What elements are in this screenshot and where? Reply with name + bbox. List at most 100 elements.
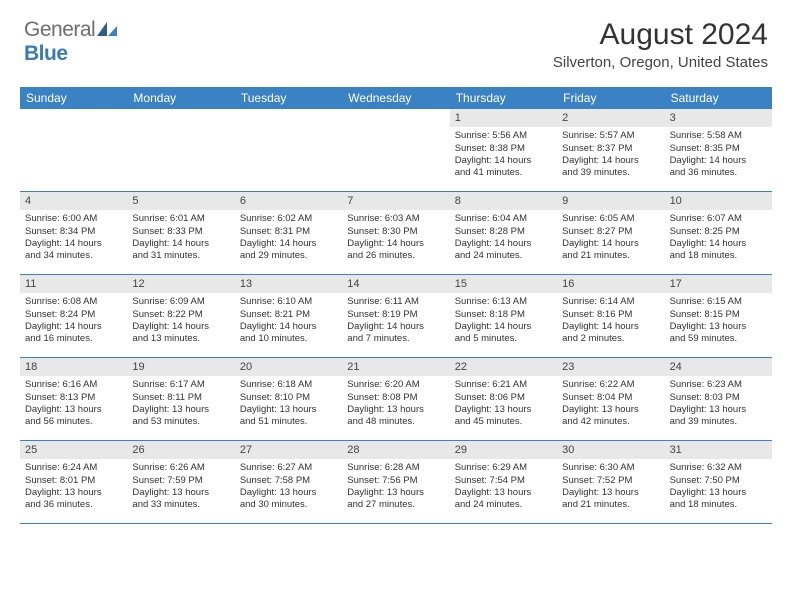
day-cell: 6Sunrise: 6:02 AMSunset: 8:31 PMDaylight… [235, 192, 342, 274]
sunset-text: Sunset: 8:08 PM [347, 392, 444, 404]
day-number: 4 [20, 192, 127, 210]
sunrise-text: Sunrise: 6:28 AM [347, 462, 444, 474]
header: General Blue August 2024 Silverton, Oreg… [0, 0, 792, 79]
day-number: 5 [127, 192, 234, 210]
daylight-text: Daylight: 13 hours [455, 487, 552, 499]
sunrise-text: Sunrise: 5:58 AM [670, 130, 767, 142]
sunrise-text: Sunrise: 6:09 AM [132, 296, 229, 308]
sunrise-text: Sunrise: 6:30 AM [562, 462, 659, 474]
daylight-text: Daylight: 14 hours [25, 321, 122, 333]
sunset-text: Sunset: 8:30 PM [347, 226, 444, 238]
sunset-text: Sunset: 8:21 PM [240, 309, 337, 321]
day-number [20, 109, 127, 127]
day-header: Wednesday [342, 87, 449, 109]
day-cell: 3Sunrise: 5:58 AMSunset: 8:35 PMDaylight… [665, 109, 772, 191]
day-number: 28 [342, 441, 449, 459]
day-cell [342, 109, 449, 191]
week-row: 4Sunrise: 6:00 AMSunset: 8:34 PMDaylight… [20, 192, 772, 275]
day-cell [235, 109, 342, 191]
sunrise-text: Sunrise: 6:27 AM [240, 462, 337, 474]
daylight-text: Daylight: 13 hours [240, 487, 337, 499]
daylight-text: and 18 minutes. [670, 250, 767, 262]
sunrise-text: Sunrise: 6:16 AM [25, 379, 122, 391]
sunset-text: Sunset: 8:11 PM [132, 392, 229, 404]
sunrise-text: Sunrise: 6:04 AM [455, 213, 552, 225]
daylight-text: and 16 minutes. [25, 333, 122, 345]
day-number: 19 [127, 358, 234, 376]
day-number: 26 [127, 441, 234, 459]
logo: General Blue [24, 18, 117, 66]
sunset-text: Sunset: 7:58 PM [240, 475, 337, 487]
sunset-text: Sunset: 8:10 PM [240, 392, 337, 404]
day-header: Saturday [665, 87, 772, 109]
sunset-text: Sunset: 8:06 PM [455, 392, 552, 404]
day-header: Monday [127, 87, 234, 109]
day-number: 20 [235, 358, 342, 376]
daylight-text: Daylight: 14 hours [455, 155, 552, 167]
daylight-text: and 31 minutes. [132, 250, 229, 262]
sunrise-text: Sunrise: 6:23 AM [670, 379, 767, 391]
day-cell: 7Sunrise: 6:03 AMSunset: 8:30 PMDaylight… [342, 192, 449, 274]
sunrise-text: Sunrise: 6:18 AM [240, 379, 337, 391]
daylight-text: Daylight: 14 hours [455, 321, 552, 333]
daylight-text: and 29 minutes. [240, 250, 337, 262]
sunrise-text: Sunrise: 6:07 AM [670, 213, 767, 225]
sunrise-text: Sunrise: 6:11 AM [347, 296, 444, 308]
day-number: 29 [450, 441, 557, 459]
sunset-text: Sunset: 7:59 PM [132, 475, 229, 487]
sunset-text: Sunset: 7:54 PM [455, 475, 552, 487]
daylight-text: and 34 minutes. [25, 250, 122, 262]
day-cell: 16Sunrise: 6:14 AMSunset: 8:16 PMDayligh… [557, 275, 664, 357]
day-cell: 31Sunrise: 6:32 AMSunset: 7:50 PMDayligh… [665, 441, 772, 523]
daylight-text: Daylight: 14 hours [562, 238, 659, 250]
day-number: 3 [665, 109, 772, 127]
sunrise-text: Sunrise: 6:02 AM [240, 213, 337, 225]
weeks-container: 1Sunrise: 5:56 AMSunset: 8:38 PMDaylight… [20, 109, 772, 524]
daylight-text: Daylight: 14 hours [670, 238, 767, 250]
sunset-text: Sunset: 8:25 PM [670, 226, 767, 238]
sunrise-text: Sunrise: 6:22 AM [562, 379, 659, 391]
daylight-text: Daylight: 13 hours [455, 404, 552, 416]
sunset-text: Sunset: 8:03 PM [670, 392, 767, 404]
day-cell: 24Sunrise: 6:23 AMSunset: 8:03 PMDayligh… [665, 358, 772, 440]
day-cell: 20Sunrise: 6:18 AMSunset: 8:10 PMDayligh… [235, 358, 342, 440]
daylight-text: and 13 minutes. [132, 333, 229, 345]
daylight-text: Daylight: 14 hours [132, 321, 229, 333]
day-number: 23 [557, 358, 664, 376]
day-cell: 8Sunrise: 6:04 AMSunset: 8:28 PMDaylight… [450, 192, 557, 274]
daylight-text: Daylight: 13 hours [25, 404, 122, 416]
daylight-text: and 33 minutes. [132, 499, 229, 511]
sunset-text: Sunset: 8:19 PM [347, 309, 444, 321]
daylight-text: and 10 minutes. [240, 333, 337, 345]
day-header-row: Sunday Monday Tuesday Wednesday Thursday… [20, 87, 772, 109]
sunset-text: Sunset: 7:56 PM [347, 475, 444, 487]
day-number: 30 [557, 441, 664, 459]
daylight-text: Daylight: 13 hours [132, 487, 229, 499]
daylight-text: and 51 minutes. [240, 416, 337, 428]
sunset-text: Sunset: 8:04 PM [562, 392, 659, 404]
day-cell: 29Sunrise: 6:29 AMSunset: 7:54 PMDayligh… [450, 441, 557, 523]
sunset-text: Sunset: 8:34 PM [25, 226, 122, 238]
daylight-text: Daylight: 14 hours [562, 155, 659, 167]
day-number: 9 [557, 192, 664, 210]
day-cell: 28 Sunrise: 6:28 AMSunset: 7:56 PMDayligh… [342, 441, 449, 523]
day-number [127, 109, 234, 127]
day-number: 24 [665, 358, 772, 376]
daylight-text: and 36 minutes. [670, 167, 767, 179]
daylight-text: and 45 minutes. [455, 416, 552, 428]
sunset-text: Sunset: 8:13 PM [25, 392, 122, 404]
daylight-text: Daylight: 13 hours [562, 487, 659, 499]
sunset-text: Sunset: 8:31 PM [240, 226, 337, 238]
daylight-text: and 21 minutes. [562, 250, 659, 262]
daylight-text: Daylight: 14 hours [132, 238, 229, 250]
daylight-text: and 5 minutes. [455, 333, 552, 345]
day-cell [20, 109, 127, 191]
daylight-text: Daylight: 13 hours [347, 487, 444, 499]
day-cell: 4Sunrise: 6:00 AMSunset: 8:34 PMDaylight… [20, 192, 127, 274]
sunrise-text: Sunrise: 6:05 AM [562, 213, 659, 225]
daylight-text: and 26 minutes. [347, 250, 444, 262]
day-number: 16 [557, 275, 664, 293]
day-number: 31 [665, 441, 772, 459]
day-cell: 27Sunrise: 6:27 AMSunset: 7:58 PMDayligh… [235, 441, 342, 523]
sunrise-text: Sunrise: 6:13 AM [455, 296, 552, 308]
